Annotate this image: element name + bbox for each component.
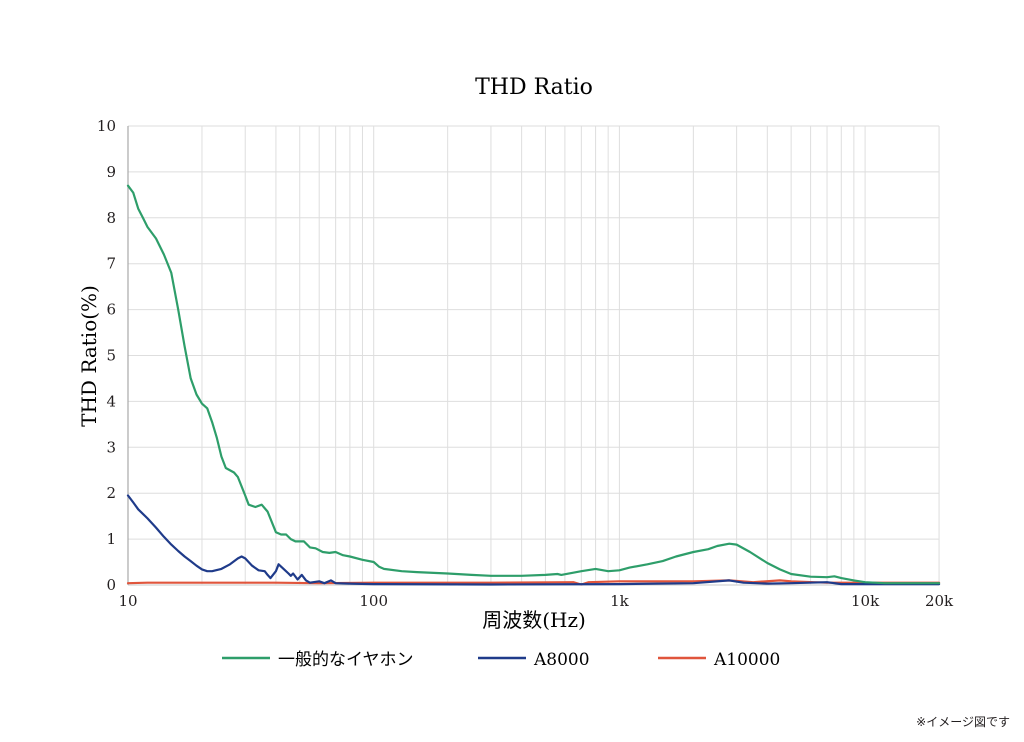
legend-label: A8000 [533,650,590,670]
legend-label: A10000 [713,650,780,670]
svg-text:4: 4 [106,392,116,410]
series-lines [126,184,941,586]
svg-text:7: 7 [106,255,116,273]
svg-text:10k: 10k [851,592,880,610]
legend-item: 一般的なイヤホン [222,650,414,670]
grid-lines [127,125,940,586]
legend-label: 一般的なイヤホン [278,650,414,670]
series-line [126,579,941,586]
svg-text:20k: 20k [925,592,954,610]
legend: 一般的なイヤホン A8000 A10000 [222,650,780,670]
series-line [126,184,941,585]
svg-text:1k: 1k [610,592,630,610]
legend-item: A8000 [478,650,590,670]
svg-text:6: 6 [106,301,116,319]
svg-text:1: 1 [106,530,116,548]
svg-text:3: 3 [106,438,116,456]
y-axis-label: THD Ratio(%) [77,285,101,427]
svg-text:0: 0 [106,576,116,594]
x-axis-label: 周波数(Hz) [482,608,586,632]
svg-text:10: 10 [118,592,137,610]
svg-text:2: 2 [106,484,116,502]
svg-text:5: 5 [106,347,116,365]
svg-text:8: 8 [106,209,116,227]
series-line [126,494,941,586]
svg-text:10: 10 [97,117,116,135]
legend-item: A10000 [658,650,780,670]
y-axis-ticks: 0 1 2 3 4 5 6 7 8 9 10 [97,117,116,594]
svg-text:9: 9 [106,163,116,181]
svg-text:100: 100 [359,592,388,610]
x-axis-ticks: 10 100 1k 10k 20k [118,592,954,610]
chart-title: THD Ratio [475,75,593,100]
image-disclaimer-note: ※イメージ図です [916,715,1010,729]
